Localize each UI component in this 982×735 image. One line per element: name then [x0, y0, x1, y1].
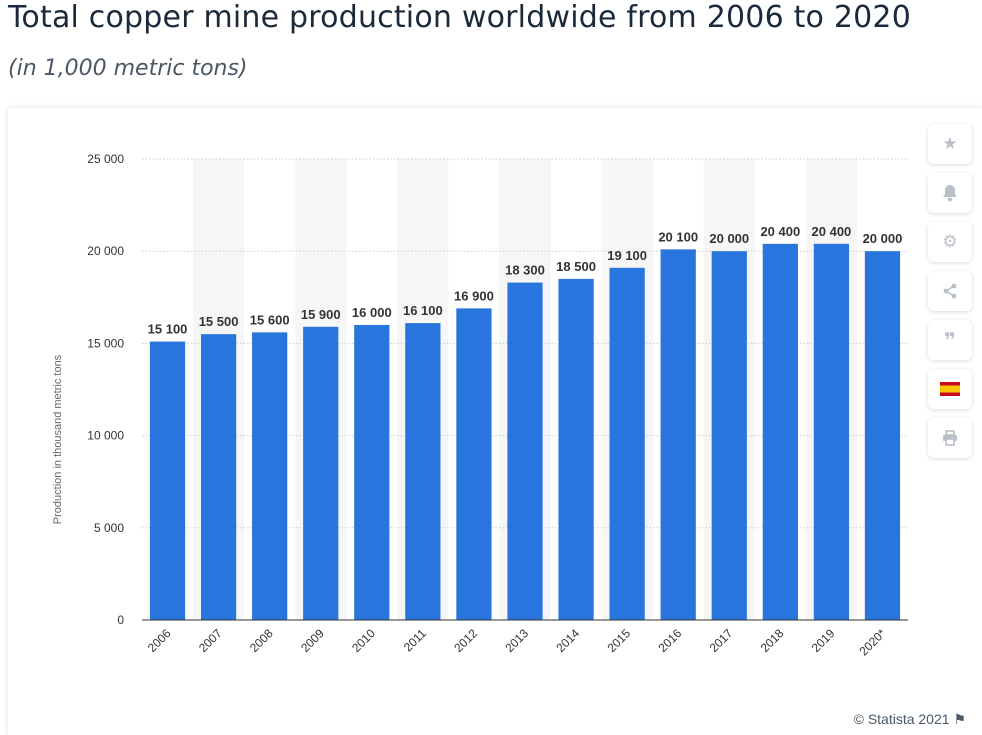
print-icon	[943, 430, 957, 446]
y-tick-label: 20 000	[87, 244, 124, 258]
x-tick-label: 2007	[196, 626, 225, 655]
bell-icon	[943, 185, 957, 202]
share-icon	[943, 283, 957, 299]
bar	[864, 251, 901, 620]
bar	[354, 324, 390, 620]
x-tick-label: 2020*	[857, 626, 889, 658]
statista-credit[interactable]: © Statista 2021 ⚑	[853, 711, 966, 727]
quote-icon: ❞	[944, 328, 956, 352]
x-tick-label: 2013	[502, 626, 531, 655]
bar	[200, 334, 237, 620]
bar	[149, 341, 186, 620]
data-label: 15 100	[148, 322, 188, 337]
data-label: 19 100	[607, 248, 647, 263]
notification-button[interactable]	[928, 173, 972, 213]
favorite-button[interactable]: ★	[928, 124, 972, 164]
bar	[252, 332, 288, 620]
y-tick-label: 10 000	[87, 429, 124, 443]
language-button[interactable]	[928, 369, 972, 409]
bar	[660, 249, 696, 620]
data-label: 15 500	[199, 314, 239, 329]
bar	[813, 243, 850, 620]
y-tick-label: 15 000	[87, 336, 124, 350]
cite-button[interactable]: ❞	[928, 320, 972, 360]
data-label: 20 400	[812, 224, 852, 239]
x-tick-label: 2006	[145, 626, 174, 655]
settings-button[interactable]: ⚙	[928, 222, 972, 262]
bar	[303, 326, 339, 620]
flag-report-icon: ⚑	[953, 711, 966, 727]
x-tick-label: 2009	[298, 626, 327, 655]
x-tick-label: 2016	[656, 626, 685, 655]
data-label: 18 500	[556, 259, 596, 274]
data-label: 20 400	[760, 224, 800, 239]
bar	[405, 323, 441, 620]
flag-icon	[940, 382, 960, 396]
share-button[interactable]	[928, 271, 972, 311]
data-label: 18 300	[505, 263, 545, 278]
bar	[558, 278, 594, 620]
y-tick-label: 0	[117, 613, 124, 627]
x-tick-label: 2017	[707, 626, 736, 655]
star-icon: ★	[942, 134, 958, 154]
bar	[507, 282, 543, 620]
data-label: 16 900	[454, 288, 494, 303]
print-button[interactable]	[928, 418, 972, 458]
bar	[762, 243, 798, 620]
x-tick-label: 2008	[247, 626, 276, 655]
y-axis-title: Production in thousand metric tons	[52, 354, 64, 524]
x-tick-label: 2015	[604, 626, 633, 655]
data-label: 16 100	[403, 303, 443, 318]
chart-subtitle: (in 1,000 metric tons)	[8, 56, 248, 81]
x-tick-label: 2018	[758, 626, 787, 655]
bar	[456, 308, 492, 620]
chart-title: Total copper mine production worldwide f…	[8, 0, 911, 35]
y-tick-label: 25 000	[87, 152, 124, 166]
data-label: 15 900	[301, 307, 341, 322]
bar-chart: 0 5 000 10 000 15 000 20 000 25 000 Production…	[52, 152, 908, 658]
x-tick-label: 2010	[349, 626, 378, 655]
data-label: 16 000	[352, 305, 392, 320]
data-label: 20 100	[658, 229, 698, 244]
x-tick-label: 2014	[553, 626, 582, 655]
chart-toolbar: ★ ⚙ ❞	[928, 124, 974, 467]
x-tick-label: 2019	[809, 626, 838, 655]
x-tick-label: 2012	[451, 626, 480, 655]
chart-card: 0 5 000 10 000 15 000 20 000 25 000 Production…	[8, 108, 982, 735]
data-label: 20 000	[863, 231, 903, 246]
bar	[711, 251, 747, 620]
x-tick-label: 2011	[401, 626, 429, 654]
bar	[609, 267, 645, 620]
data-label: 20 000	[709, 231, 749, 246]
data-label: 15 600	[250, 312, 290, 327]
gear-icon: ⚙	[942, 232, 958, 252]
y-tick-label: 5 000	[94, 521, 124, 535]
